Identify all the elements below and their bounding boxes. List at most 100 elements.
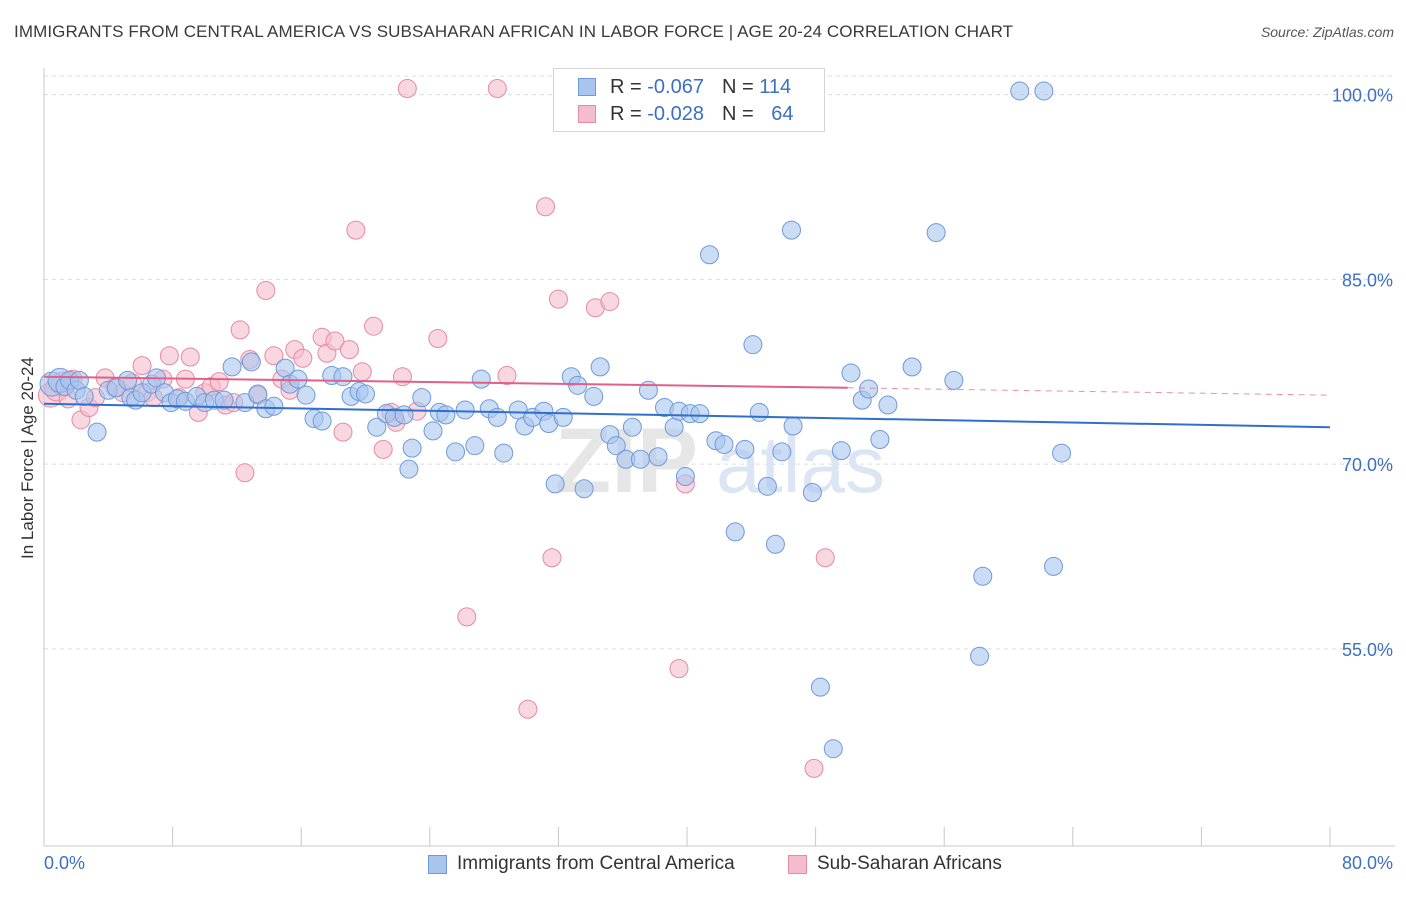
pink-point [364,316,384,336]
blue-point [926,223,946,243]
blue-swatch-icon [428,854,447,874]
blue-point [606,436,626,456]
blue-point [296,385,316,405]
blue-point [638,380,658,400]
pink-point [487,78,507,98]
pink-trend-extension [847,387,1331,396]
blue-point [248,384,268,404]
blue-point [545,474,565,494]
n-label: N = [721,102,760,125]
pink-point [548,289,568,309]
blue-point [870,430,890,450]
blue-point [446,442,466,462]
blue-point [412,388,432,408]
blue-point [725,522,745,542]
blue-point [735,439,755,459]
blue-point [749,402,769,422]
pink-point [132,356,152,376]
pink-point [397,78,417,98]
x-tick-label: 80.0% [1342,853,1393,873]
blue-point [690,404,710,424]
blue-point [214,390,234,410]
pink-point [392,367,412,387]
pink-point [542,548,562,568]
bottom-legend-label: Immigrants from Central America [457,853,735,874]
blue-point [810,677,830,697]
blue-point [973,566,993,586]
y-tick-label: 100.0% [1332,86,1393,106]
pink-point [536,197,556,217]
r-label: R = [610,75,648,98]
pink-point [815,548,835,568]
blue-point [494,443,514,463]
blue-point [590,357,610,377]
blue-point [743,335,763,355]
blue-point [664,417,684,437]
blue-point [783,416,803,436]
blue-point [399,459,419,479]
blue-point [118,370,138,390]
r-value: -0.067 [647,75,704,98]
blue-point [757,476,777,496]
r-label: R = [610,102,648,125]
blue-point [584,386,604,406]
pink-point [264,346,284,366]
pink-point [669,659,689,679]
blue-point [455,400,475,420]
blue-trend-line [43,402,1331,429]
pink-point [352,362,372,382]
blue-point [1052,443,1072,463]
blue-point [1034,81,1054,101]
blue-point [700,245,720,265]
blue-point [630,449,650,469]
blue-point [970,646,990,666]
axis-layer [43,68,1395,847]
blue-point [568,375,588,395]
blue-point [394,405,414,425]
pink-point [339,340,359,360]
pink-point [457,607,477,627]
blue-point [74,386,94,406]
blue-point [87,422,107,442]
pink-point [325,331,345,351]
trend-layer [43,375,1331,429]
blue-point [333,367,353,387]
blue-point [241,352,261,372]
pink-point [428,329,448,349]
blue-point [1010,81,1030,101]
n-value: 64 [771,102,794,125]
blue-point [423,421,443,441]
blue-points-layer [39,81,1072,759]
stats-legend: R = -0.067 N = 114 R = -0.028 N = 64 [553,68,825,132]
pink-point [235,463,255,483]
blue-point [69,370,89,390]
blue-point [823,739,843,759]
blue-point [765,534,785,554]
watermark-layer: ZIP atlas [555,410,885,512]
blue-point [859,379,879,399]
blue-point [831,441,851,461]
blue-point [622,417,642,437]
pink-point [256,280,276,300]
x-tick-label: 0.0% [44,853,85,873]
pink-point [333,422,353,442]
pink-swatch-icon [788,854,807,874]
pink-point [293,348,313,368]
pink-point [230,320,250,340]
chart-title: IMMIGRANTS FROM CENTRAL AMERICA VS SUBSA… [14,22,1014,41]
stats-legend-row-pink: R = -0.028 N = 64 [578,102,793,126]
blue-point [902,357,922,377]
blue-point [944,370,964,390]
blue-point [436,405,456,425]
blue-point [878,395,898,415]
blue-point [222,357,242,377]
blue-point [553,407,573,427]
blue-point [802,482,822,502]
label-layer: 55.0% 70.0% 85.0% 100.0% 0.0% 80.0% In Labor F… [18,86,1393,873]
pink-point [180,347,200,367]
blue-point [648,447,668,467]
y-tick-label: 55.0% [1342,640,1393,660]
pink-point [518,699,538,719]
